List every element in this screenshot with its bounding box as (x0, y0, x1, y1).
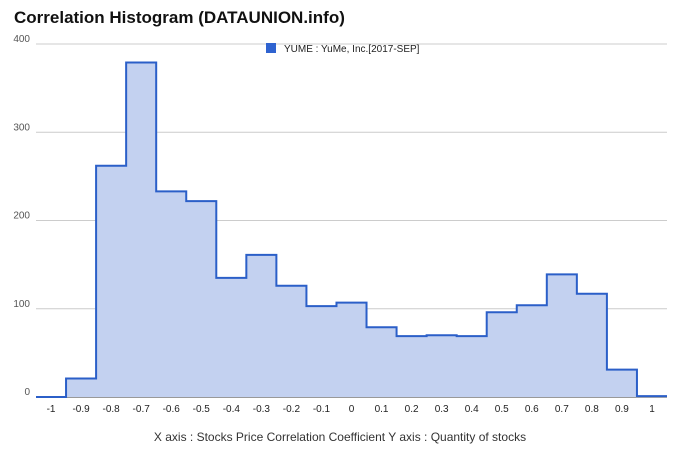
histogram-bin (367, 327, 397, 397)
x-tick-label: -0.3 (253, 404, 271, 415)
histogram-bin (397, 336, 427, 397)
x-tick-label: 0.8 (585, 404, 599, 415)
x-tick-label: 0.4 (465, 404, 479, 415)
histogram-bin (216, 278, 246, 397)
x-tick-label: -0.2 (283, 404, 301, 415)
x-tick-label: -0.4 (223, 404, 241, 415)
histogram-bin (306, 306, 336, 397)
x-tick-label: -1 (47, 404, 56, 415)
x-tick-label: -0.7 (133, 404, 151, 415)
y-tick-label: 100 (13, 299, 30, 310)
x-tick-label: 0.2 (405, 404, 419, 415)
x-tick-label: 0.6 (525, 404, 539, 415)
x-tick-label: 0.3 (435, 404, 449, 415)
y-tick-label: 400 (13, 34, 30, 45)
x-tick-label: -0.9 (72, 404, 90, 415)
x-tick-label: 0 (349, 404, 355, 415)
y-axis-ticks: 0 100 200 300 400 (13, 34, 30, 398)
histogram-bin (186, 201, 216, 397)
histogram-bin (126, 63, 156, 397)
x-tick-label: -0.5 (193, 404, 211, 415)
y-tick-label: 300 (13, 122, 30, 133)
chart-title: Correlation Histogram (DATAUNION.info) (14, 8, 345, 27)
x-tick-label: -0.8 (103, 404, 121, 415)
x-axis-ticks: -1 -0.9 -0.8 -0.7 -0.6 -0.5 -0.4 -0.3 -0.2 -0.1 0 0… (47, 404, 656, 415)
x-tick-label: 0.5 (495, 404, 509, 415)
y-tick-label: 200 (13, 211, 30, 222)
x-tick-label: 1 (649, 404, 655, 415)
histogram-bin (336, 303, 366, 397)
histogram-bin (517, 305, 547, 397)
legend: YUME : YuMe, Inc.[2017-SEP] (266, 43, 420, 55)
histogram-bin (607, 370, 637, 397)
series-line (36, 61, 667, 398)
histogram-bin (547, 274, 577, 397)
x-tick-label: 0.9 (615, 404, 629, 415)
histogram-bin (457, 336, 487, 397)
histogram-bin (96, 166, 126, 397)
axes-caption: X axis : Stocks Price Correlation Coeffi… (153, 430, 527, 444)
x-tick-label: 0.7 (555, 404, 569, 415)
histogram-bin (577, 294, 607, 397)
histogram-bin (156, 191, 186, 397)
x-tick-label: 0.1 (375, 404, 389, 415)
histogram-bin (637, 396, 667, 397)
series-area (36, 61, 667, 398)
histogram-bin (276, 286, 306, 397)
y-tick-label: 0 (24, 387, 30, 398)
legend-label: YUME : YuMe, Inc.[2017-SEP] (284, 44, 420, 55)
histogram-bin (427, 335, 457, 397)
x-tick-label: -0.6 (163, 404, 181, 415)
histogram-bin (246, 255, 276, 397)
legend-swatch (266, 43, 276, 53)
histogram-bin (487, 312, 517, 397)
x-tick-label: -0.1 (313, 404, 331, 415)
histogram-bin (66, 378, 96, 397)
series-fill (36, 62, 667, 397)
